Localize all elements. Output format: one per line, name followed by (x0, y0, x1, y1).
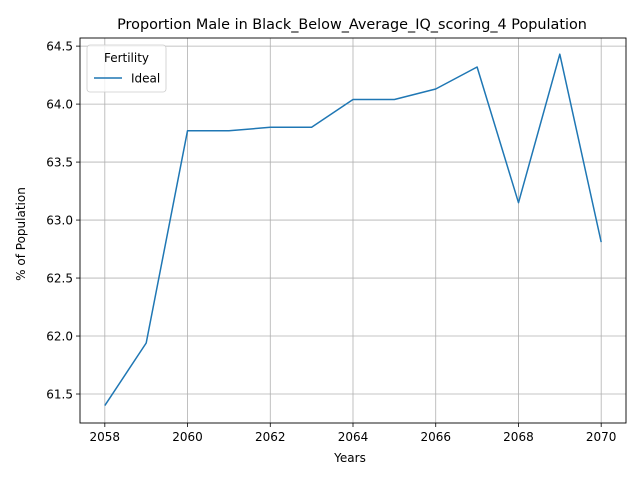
x-tick-label: 2066 (420, 430, 451, 444)
legend-title: Fertility (104, 51, 149, 65)
x-tick-label: 2070 (586, 430, 617, 444)
x-tick-label: 2064 (338, 430, 369, 444)
y-tick-label: 64.5 (46, 39, 73, 53)
y-tick-label: 62.0 (46, 329, 73, 343)
y-tick-label: 61.5 (46, 387, 73, 401)
y-axis-ticks: 61.5 62.0 62.5 63.0 63.5 64.0 64.5 (46, 39, 80, 401)
y-axis-label: % of Population (14, 187, 28, 281)
y-tick-label: 63.5 (46, 155, 73, 169)
x-tick-label: 2068 (503, 430, 534, 444)
x-tick-label: 2060 (172, 430, 203, 444)
y-tick-label: 63.0 (46, 213, 73, 227)
grid (80, 38, 626, 423)
y-tick-label: 64.0 (46, 97, 73, 111)
legend-entry: Ideal (131, 71, 160, 85)
x-axis-ticks: 2058 2060 2062 2064 2066 2068 2070 (90, 423, 617, 444)
x-tick-label: 2062 (255, 430, 286, 444)
x-tick-label: 2058 (90, 430, 121, 444)
x-axis-label: Years (333, 451, 366, 465)
y-tick-label: 62.5 (46, 271, 73, 285)
chart-title: Proportion Male in Black_Below_Average_I… (117, 17, 587, 33)
legend: Fertility Ideal (87, 45, 166, 92)
